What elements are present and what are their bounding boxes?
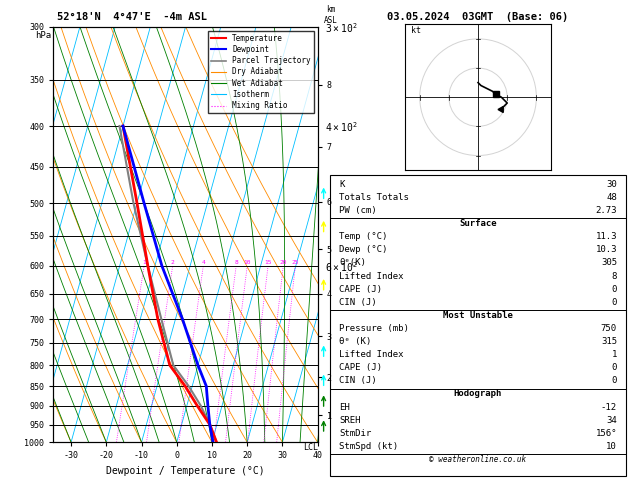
Text: 156°: 156° [596, 429, 617, 438]
Text: 0: 0 [611, 376, 617, 385]
X-axis label: Dewpoint / Temperature (°C): Dewpoint / Temperature (°C) [106, 466, 265, 476]
Text: SREH: SREH [339, 416, 360, 425]
Text: 315: 315 [601, 337, 617, 346]
Text: CAPE (J): CAPE (J) [339, 363, 382, 372]
Text: 11.3: 11.3 [596, 232, 617, 241]
Text: 1: 1 [611, 350, 617, 359]
Text: Lifted Index: Lifted Index [339, 350, 404, 359]
Text: hPa: hPa [35, 31, 51, 40]
Text: 25: 25 [292, 260, 299, 265]
Text: 10: 10 [606, 442, 617, 451]
Text: Most Unstable: Most Unstable [443, 311, 513, 320]
Text: Temp (°C): Temp (°C) [339, 232, 387, 241]
Text: © weatheronline.co.uk: © weatheronline.co.uk [430, 455, 526, 464]
Text: Hodograph: Hodograph [454, 389, 502, 399]
Text: StmDir: StmDir [339, 429, 371, 438]
Text: 20: 20 [279, 260, 287, 265]
Text: PW (cm): PW (cm) [339, 206, 377, 215]
Text: 2: 2 [171, 260, 174, 265]
Text: LCL: LCL [303, 443, 318, 451]
Text: Dewp (°C): Dewp (°C) [339, 245, 387, 254]
Text: Totals Totals: Totals Totals [339, 193, 409, 202]
Text: 1: 1 [142, 260, 146, 265]
Text: CAPE (J): CAPE (J) [339, 285, 382, 294]
Text: 03.05.2024  03GMT  (Base: 06): 03.05.2024 03GMT (Base: 06) [387, 12, 569, 22]
Text: 8: 8 [611, 272, 617, 280]
Text: 0: 0 [611, 298, 617, 307]
Text: km
ASL: km ASL [324, 5, 338, 25]
Text: 0: 0 [611, 363, 617, 372]
Text: 10: 10 [243, 260, 251, 265]
Text: StmSpd (kt): StmSpd (kt) [339, 442, 398, 451]
Text: 4: 4 [201, 260, 205, 265]
Text: 2.73: 2.73 [596, 206, 617, 215]
Text: 48: 48 [606, 193, 617, 202]
Text: 15: 15 [264, 260, 272, 265]
Text: 52°18'N  4°47'E  -4m ASL: 52°18'N 4°47'E -4m ASL [57, 12, 206, 22]
Text: CIN (J): CIN (J) [339, 298, 377, 307]
Text: θᵉ(K): θᵉ(K) [339, 259, 366, 267]
Text: 34: 34 [606, 416, 617, 425]
Text: 10.3: 10.3 [596, 245, 617, 254]
Text: -12: -12 [601, 402, 617, 412]
Text: Surface: Surface [459, 219, 497, 228]
Text: K: K [339, 180, 345, 189]
Text: 30: 30 [606, 180, 617, 189]
Text: CIN (J): CIN (J) [339, 376, 377, 385]
Text: 750: 750 [601, 324, 617, 333]
Text: EH: EH [339, 402, 350, 412]
Text: 305: 305 [601, 259, 617, 267]
Text: Pressure (mb): Pressure (mb) [339, 324, 409, 333]
Text: 8: 8 [234, 260, 238, 265]
Text: kt: kt [411, 26, 421, 35]
Legend: Temperature, Dewpoint, Parcel Trajectory, Dry Adiabat, Wet Adiabat, Isotherm, Mi: Temperature, Dewpoint, Parcel Trajectory… [208, 31, 314, 113]
Text: Lifted Index: Lifted Index [339, 272, 404, 280]
Text: 0: 0 [611, 285, 617, 294]
Text: θᵉ (K): θᵉ (K) [339, 337, 371, 346]
